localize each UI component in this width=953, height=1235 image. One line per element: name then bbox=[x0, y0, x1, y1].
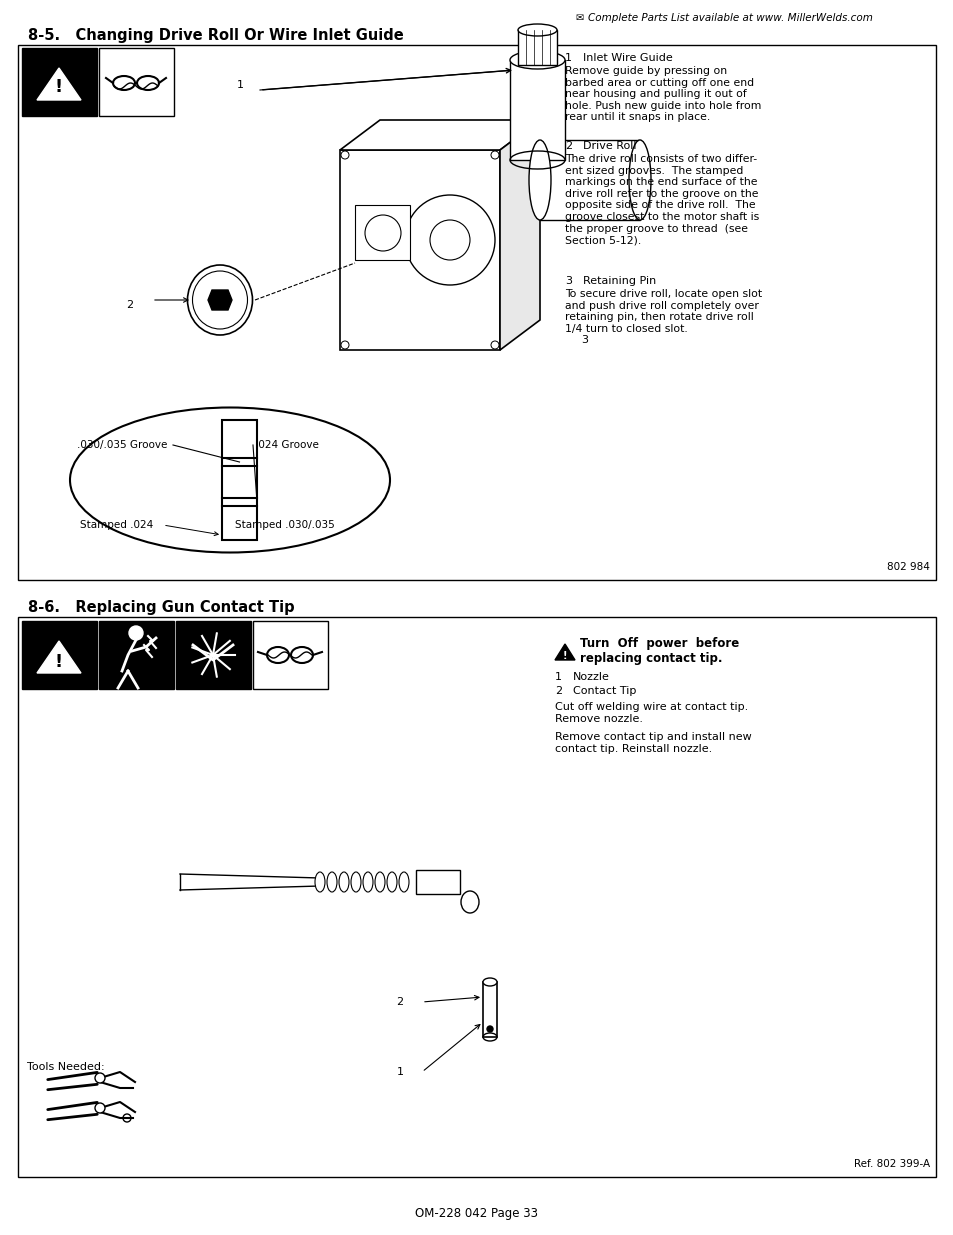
Text: Complete Parts List available at www. MillerWelds.com: Complete Parts List available at www. Mi… bbox=[587, 14, 872, 23]
Ellipse shape bbox=[314, 872, 325, 892]
Ellipse shape bbox=[517, 23, 557, 36]
Polygon shape bbox=[208, 290, 232, 310]
Ellipse shape bbox=[70, 408, 390, 552]
Bar bbox=[222, 420, 256, 540]
Bar bbox=[18, 618, 935, 1177]
Ellipse shape bbox=[398, 872, 409, 892]
Text: Remove contact tip and install new
contact tip. Reinstall nozzle.: Remove contact tip and install new conta… bbox=[555, 732, 751, 753]
Polygon shape bbox=[555, 643, 575, 659]
Bar bbox=[539, 140, 639, 220]
Text: 8-5.   Changing Drive Roll Or Wire Inlet Guide: 8-5. Changing Drive Roll Or Wire Inlet G… bbox=[28, 28, 403, 43]
Text: 8-6.   Replacing Gun Contact Tip: 8-6. Replacing Gun Contact Tip bbox=[28, 600, 294, 615]
Text: Turn  Off  power  before: Turn Off power before bbox=[579, 637, 739, 650]
Text: !: ! bbox=[562, 651, 567, 661]
Text: 2: 2 bbox=[396, 997, 403, 1007]
Text: .030/.035 Groove: .030/.035 Groove bbox=[77, 440, 167, 450]
Text: Drive Roll: Drive Roll bbox=[582, 141, 636, 151]
Text: 1: 1 bbox=[555, 672, 561, 682]
Ellipse shape bbox=[510, 51, 564, 69]
Polygon shape bbox=[499, 120, 539, 350]
Text: Contact Tip: Contact Tip bbox=[573, 685, 636, 697]
Text: Stamped .024: Stamped .024 bbox=[80, 520, 153, 530]
Ellipse shape bbox=[529, 140, 551, 220]
Text: 1: 1 bbox=[396, 1067, 403, 1077]
Ellipse shape bbox=[375, 872, 385, 892]
Bar bbox=[482, 982, 497, 1037]
Circle shape bbox=[95, 1103, 105, 1113]
Text: Remove guide by pressing on
barbed area or cutting off one end
near housing and : Remove guide by pressing on barbed area … bbox=[564, 65, 760, 122]
Text: 2: 2 bbox=[555, 685, 561, 697]
FancyArrowPatch shape bbox=[48, 1072, 97, 1079]
Text: .024 Groove: .024 Groove bbox=[254, 440, 318, 450]
Text: replacing contact tip.: replacing contact tip. bbox=[579, 652, 721, 664]
FancyArrowPatch shape bbox=[48, 1084, 97, 1089]
Bar bbox=[22, 621, 97, 689]
Bar bbox=[18, 44, 935, 580]
Text: 802 984: 802 984 bbox=[886, 562, 929, 572]
Text: Retaining Pin: Retaining Pin bbox=[582, 275, 656, 287]
Polygon shape bbox=[339, 120, 539, 149]
Polygon shape bbox=[37, 641, 81, 673]
Bar bbox=[355, 205, 410, 261]
FancyArrowPatch shape bbox=[48, 1114, 97, 1120]
Circle shape bbox=[486, 1026, 493, 1032]
Ellipse shape bbox=[628, 140, 650, 220]
Bar bbox=[517, 30, 557, 65]
Ellipse shape bbox=[188, 266, 253, 335]
Bar bbox=[339, 149, 499, 350]
Polygon shape bbox=[37, 68, 81, 100]
Bar bbox=[510, 61, 564, 161]
Text: !: ! bbox=[55, 78, 63, 96]
Text: 2: 2 bbox=[127, 300, 133, 310]
Bar bbox=[416, 869, 459, 894]
Text: Cut off welding wire at contact tip.
Remove nozzle.: Cut off welding wire at contact tip. Rem… bbox=[555, 701, 747, 724]
Text: The drive roll consists of two differ-
ent sized grooves.  The stamped
markings : The drive roll consists of two differ- e… bbox=[564, 154, 759, 246]
Text: ✉: ✉ bbox=[575, 14, 582, 23]
Text: To secure drive roll, locate open slot
and push drive roll completely over
retai: To secure drive roll, locate open slot a… bbox=[564, 289, 761, 333]
Text: 1: 1 bbox=[564, 53, 572, 63]
Circle shape bbox=[95, 1073, 105, 1083]
Bar bbox=[99, 621, 173, 689]
Text: Inlet Wire Guide: Inlet Wire Guide bbox=[582, 53, 672, 63]
Text: 1: 1 bbox=[236, 80, 243, 90]
Text: 2: 2 bbox=[564, 141, 572, 151]
Text: OM-228 042 Page 33: OM-228 042 Page 33 bbox=[416, 1207, 537, 1220]
Text: !: ! bbox=[55, 653, 63, 671]
Ellipse shape bbox=[351, 872, 360, 892]
Text: 3: 3 bbox=[581, 335, 588, 345]
Ellipse shape bbox=[460, 890, 478, 913]
Text: 3: 3 bbox=[564, 275, 572, 287]
Ellipse shape bbox=[387, 872, 396, 892]
Ellipse shape bbox=[327, 872, 336, 892]
Text: Stamped .030/.035: Stamped .030/.035 bbox=[234, 520, 335, 530]
Text: Tools Needed:: Tools Needed: bbox=[27, 1062, 105, 1072]
Ellipse shape bbox=[482, 978, 497, 986]
Ellipse shape bbox=[363, 872, 373, 892]
FancyArrowPatch shape bbox=[48, 1103, 97, 1109]
Bar bbox=[253, 621, 328, 689]
Text: Nozzle: Nozzle bbox=[573, 672, 609, 682]
Ellipse shape bbox=[338, 872, 349, 892]
Bar bbox=[99, 48, 173, 116]
Bar bbox=[22, 48, 97, 116]
Circle shape bbox=[129, 626, 143, 640]
Text: Ref. 802 399-A: Ref. 802 399-A bbox=[853, 1158, 929, 1170]
Bar bbox=[175, 621, 251, 689]
